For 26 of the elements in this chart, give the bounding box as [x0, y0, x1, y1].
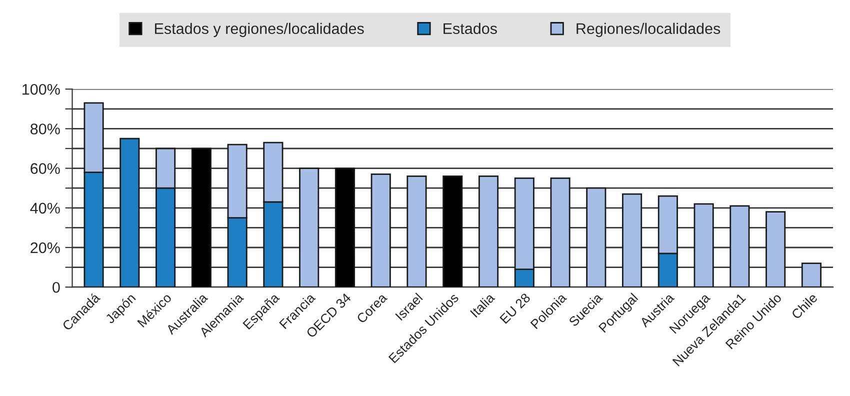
bar: [120, 138, 140, 288]
x-tick-label: EU 28: [499, 292, 531, 324]
x-tick-label: Italia: [470, 292, 496, 318]
bar: [694, 203, 714, 288]
y-tick-label: 60%: [30, 163, 60, 174]
y-tick-label: 80%: [30, 124, 60, 134]
bar: [478, 176, 499, 288]
bar: [622, 193, 642, 288]
bar: [442, 176, 463, 288]
legend-label: Estados y regiones/localidades: [155, 22, 364, 38]
y-tick-label: 0: [52, 282, 60, 293]
y-tick-label: 100%: [22, 84, 60, 95]
y-tick-label: 20%: [30, 242, 60, 254]
bar: [550, 178, 570, 288]
bar: [370, 174, 391, 288]
bar: [406, 176, 427, 288]
bar: [586, 187, 606, 288]
bar: [801, 262, 822, 288]
bar: [334, 168, 355, 288]
bar: [299, 168, 320, 288]
bar: [191, 148, 212, 288]
y-tick-label: 40%: [30, 202, 60, 214]
bar: [730, 205, 750, 288]
legend-label: Estados: [444, 22, 497, 34]
bar: [766, 211, 786, 288]
legend-label: Regiones/localidades: [576, 22, 720, 38]
